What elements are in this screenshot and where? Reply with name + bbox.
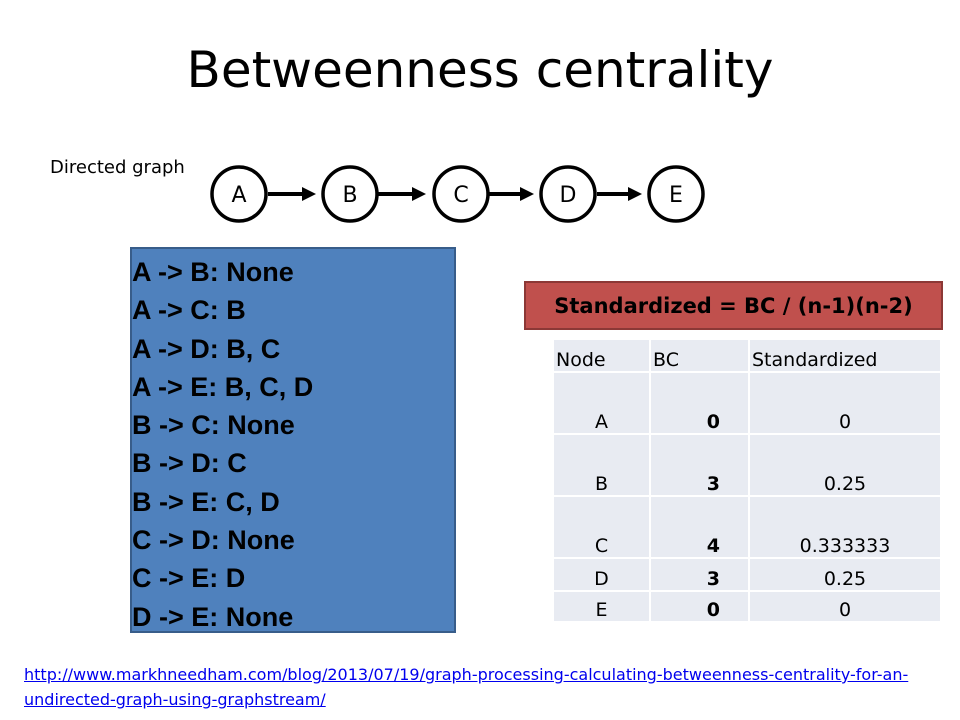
table-row: D 3 0.25 [552,557,942,592]
path-item-c-e: C -> E: D [132,563,246,594]
cell-node: B [552,433,651,497]
cell-standardized: 0.333333 [748,495,942,559]
table-header-row: Node BC Standardized [552,338,942,373]
graph-node-d: D [539,165,597,223]
cell-bc: 3 [649,433,750,497]
graph-node-e: E [647,165,705,223]
source-link[interactable]: http://www.markhneedham.com/blog/2013/07… [24,665,909,709]
path-item-a-b: A -> B: None [132,257,294,287]
path-item-c-d: C -> D: None [132,525,295,556]
table-row: E 0 0 [552,590,942,623]
slide-title: Betweenness centrality [186,41,774,99]
cell-node: A [552,371,651,435]
svg-text:A: A [231,183,246,208]
table-row: A 0 0 [552,371,942,435]
cell-bc: 0 [649,590,750,623]
svg-text:D: D [560,183,577,208]
formula-box: Standardized = BC / (n-1)(n-2) [524,281,943,330]
cell-bc: 0 [649,371,750,435]
table-row: B 3 0.25 [552,433,942,497]
graph-label: Directed graph [50,157,185,178]
cell-standardized: 0.25 [748,433,942,497]
header-standardized: Standardized [752,349,878,371]
cell-node: C [552,495,651,559]
header-node: Node [556,349,606,371]
cell-node: D [552,557,651,592]
svg-text:E: E [669,183,683,208]
svg-text:C: C [453,183,468,208]
cell-standardized: 0 [748,371,942,435]
path-item-a-d: A -> D: B, C [132,333,281,364]
cell-bc: 3 [649,557,750,592]
graph-node-b: B [321,165,379,223]
betweenness-table: Node BC Standardized A 0 0 B 3 0.25 C 4 … [552,338,942,623]
path-item-b-e: B -> E: C, D [132,486,280,517]
table-row: C 4 0.333333 [552,495,942,559]
path-item-a-c: A -> C: B [132,295,246,326]
path-item-d-e: D -> E: None [132,601,294,632]
graph-node-a: A [210,165,268,223]
path-item-b-d: B -> D: C [132,448,247,479]
cell-standardized: 0.25 [748,557,942,592]
header-bc: BC [653,349,679,371]
graph-node-c: C [432,165,490,223]
cell-standardized: 0 [748,590,942,623]
shortest-paths-box: A -> B: None A -> C: B A -> D: B, C A ->… [130,247,456,633]
svg-text:B: B [342,183,357,208]
path-item-b-c: B -> C: None [132,410,295,441]
cell-bc: 4 [649,495,750,559]
path-item-a-e: A -> E: B, C, D [132,371,314,402]
cell-node: E [552,590,651,623]
